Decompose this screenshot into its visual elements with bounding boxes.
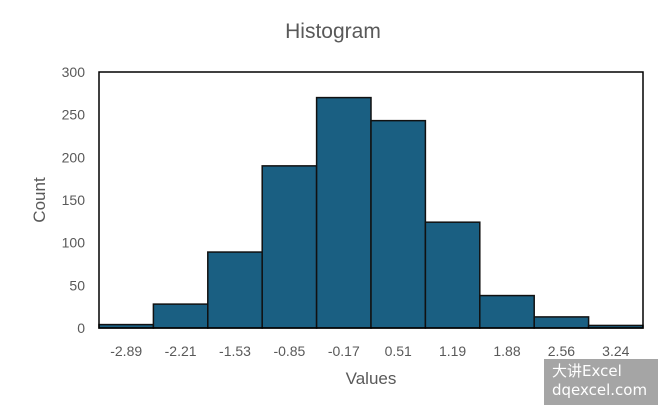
chart-title: Histogram bbox=[285, 20, 381, 43]
y-axis-tick-labels: 0 50 100 150 200 250 300 bbox=[62, 64, 86, 336]
x-tick-label: -2.89 bbox=[110, 343, 142, 359]
x-tick-label: -2.21 bbox=[165, 343, 197, 359]
histogram-bar bbox=[261, 165, 318, 329]
y-tick-label: 300 bbox=[62, 64, 86, 80]
histogram-bar bbox=[479, 294, 535, 329]
plot-area bbox=[98, 71, 644, 329]
histogram-bar bbox=[207, 251, 263, 329]
x-axis-label: Values bbox=[346, 369, 397, 388]
x-tick-label: 3.24 bbox=[602, 343, 629, 359]
y-tick-label: 150 bbox=[62, 192, 86, 208]
x-axis-tick-labels: -2.89 -2.21 -1.53 -0.85 -0.17 0.51 1.19 1.88 2.5… bbox=[110, 343, 629, 359]
y-tick-label: 50 bbox=[69, 277, 85, 293]
watermark: 大讲Excel dqexcel.com bbox=[544, 359, 658, 405]
x-tick-label: 1.88 bbox=[493, 343, 520, 359]
histogram-bar bbox=[315, 96, 372, 329]
bars-group bbox=[98, 96, 644, 329]
x-tick-label: 2.56 bbox=[548, 343, 575, 359]
x-tick-label: 0.51 bbox=[385, 343, 412, 359]
histogram-bar bbox=[424, 221, 481, 329]
y-tick-label: 200 bbox=[62, 149, 86, 165]
histogram-bar bbox=[533, 316, 590, 329]
x-tick-label: -1.53 bbox=[219, 343, 251, 359]
y-tick-label: 100 bbox=[62, 235, 86, 251]
watermark-line-1: 大讲Excel bbox=[552, 362, 622, 380]
y-tick-label: 250 bbox=[62, 107, 86, 123]
y-axis-label: Count bbox=[30, 177, 49, 223]
x-tick-label: 1.19 bbox=[439, 343, 466, 359]
y-tick-label: 0 bbox=[77, 320, 85, 336]
histogram-bar bbox=[370, 119, 427, 329]
x-tick-label: -0.17 bbox=[328, 343, 360, 359]
x-tick-label: -0.85 bbox=[273, 343, 305, 359]
watermark-line-2: dqexcel.com bbox=[552, 381, 648, 399]
histogram-bar bbox=[152, 303, 209, 329]
